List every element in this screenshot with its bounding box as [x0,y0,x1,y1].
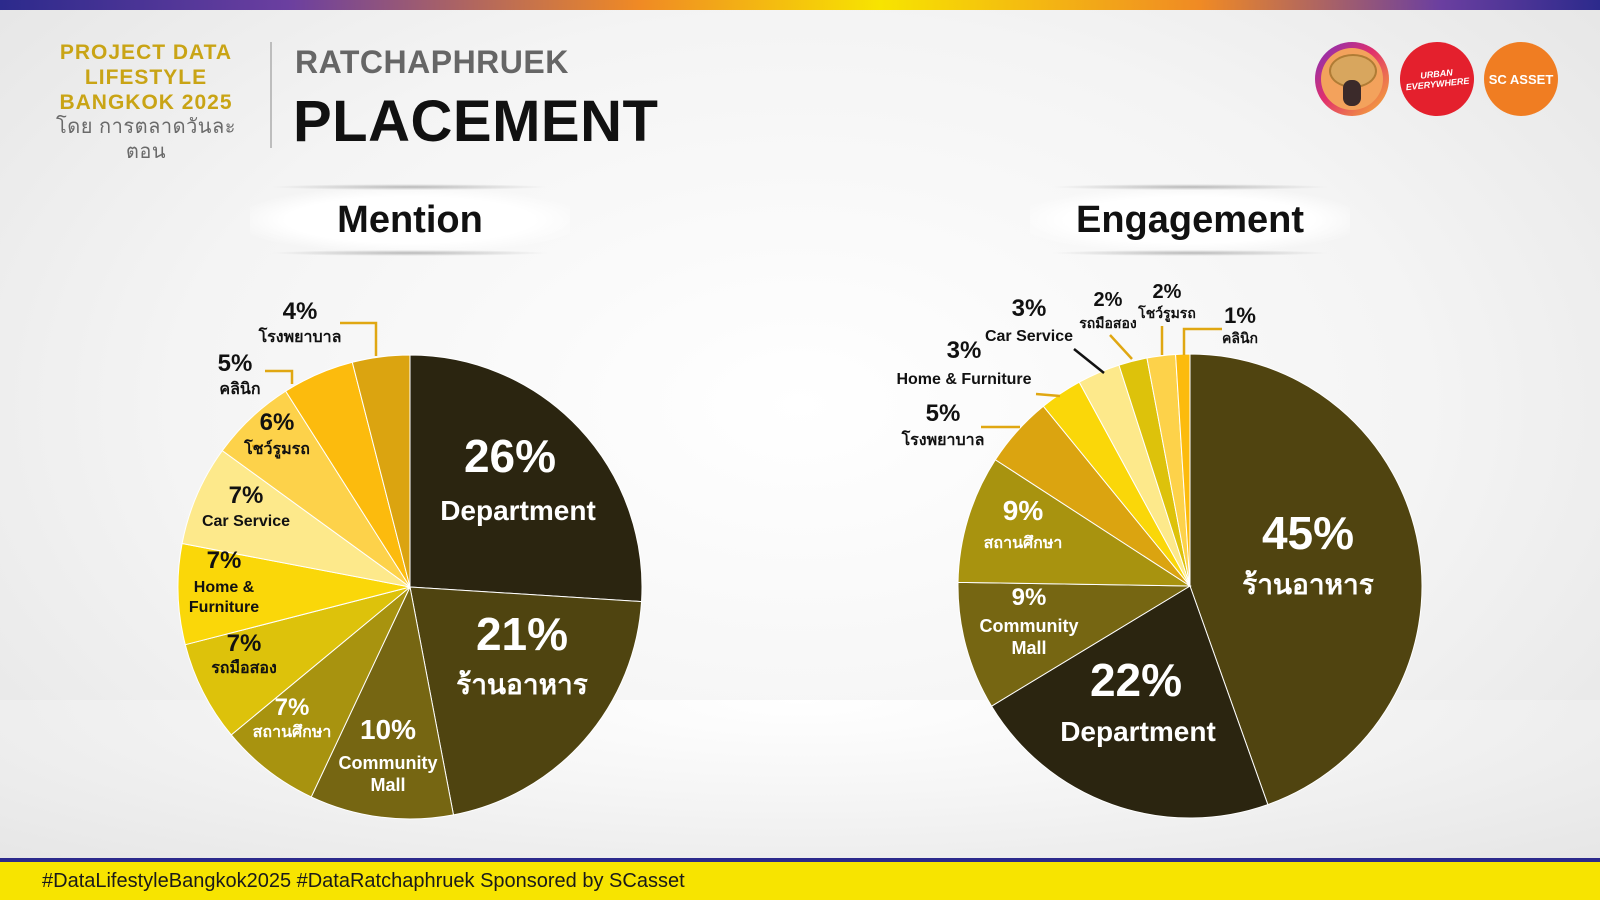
mention-category-label-slice-1: ร้านอาหาร [456,669,588,700]
mention-pct-label-home-furniture: 7% [207,547,242,574]
engagement-pct-label-slice-8: 2% [1153,281,1182,303]
engagement-pct-label-community-mall: 9% [1012,584,1047,611]
engagement-category-label-slice-0: ร้านอาหาร [1242,569,1374,600]
mention-pct-label-community-mall: 10% [360,714,416,745]
mention-leader-line-slice-9 [340,321,378,356]
engagement-category-label-car-service: Car Service [985,328,1073,345]
engagement-leader-line-car-service [1073,348,1105,374]
mention-category-label-home-furniture: Home & [194,579,255,596]
engagement-leader-line-home-furniture [1035,392,1061,398]
mention-pie-slice-slice-3 [230,586,411,798]
mention-pct-label-slice-4: 7% [227,630,262,657]
engagement-category-label-slice-3: สถานศึกษา [984,534,1063,552]
engagement-leader-line-slice-7 [1109,334,1133,360]
engagement-category-label-slice-4: โรงพยาบาล [901,429,985,449]
mention-category-label-slice-3: สถานศึกษา [253,723,332,741]
mention-category-label-slice-8: คลินิก [219,380,260,398]
engagement-category-label-slice-9: คลินิก [1222,330,1258,346]
brand-block: PROJECT DATA LIFESTYLE BANGKOK 2025 โดย … [36,40,256,165]
mention-pct-label-slice-9: 4% [283,298,318,325]
mention-pct-label-slice-1: 21% [476,608,568,660]
brand-line-1: PROJECT DATA [59,41,233,64]
header-divider [270,42,272,148]
mention-pie-slice-home-furniture [177,542,411,646]
engagement-pct-label-slice-0: 45% [1262,507,1354,559]
mention-category-label-slice-7: โชว์รูมรถ [243,438,310,460]
engagement-pct-label-department: 22% [1090,654,1182,706]
engagement-pct-label-car-service: 3% [1012,295,1047,322]
mention-leader-line-slice-8 [265,369,294,384]
page-title: PLACEMENT [293,89,659,154]
engagement-category-label-community-mall: Community [980,616,1079,636]
engagement-pct-label-slice-3: 9% [1003,495,1044,526]
influencer-avatar-logo [1315,42,1389,116]
brand-line-2: LIFESTYLE [84,66,208,89]
mention-chart-title: Mention [250,184,570,256]
engagement-pie-slice-slice-0 [1189,353,1423,806]
engagement-pie-slice-community-mall [957,581,1192,707]
mention-pie-slice-slice-9 [351,354,411,588]
mention-pct-label-department: 26% [464,430,556,482]
sc-asset-logo-text: SC ASSET [1488,71,1554,87]
engagement-leader-line-slice-9 [1182,327,1222,355]
engagement-pct-label-home-furniture: 3% [947,337,982,364]
mention-pct-label-slice-8: 5% [218,350,253,377]
mention-pie-slice-community-mall [310,585,455,820]
engagement-category-label-slice-8: โชว์รูมรถ [1137,304,1196,322]
mention-category-label-community-mall: Mall [370,775,405,795]
engagement-pct-label-slice-7: 2% [1094,289,1123,311]
brand-by: โดย การตลาดวันละตอน [56,116,236,163]
mention-category-label-slice-4: รถมือสอง [211,659,277,677]
engagement-category-label-slice-7: รถมือสอง [1079,315,1137,331]
engagement-pie-slice-department [990,585,1269,819]
mention-pct-label-slice-7: 6% [260,409,295,436]
top-color-stripe [0,0,1600,10]
engagement-category-label-community-mall: Mall [1011,638,1046,658]
mention-pie-slice-slice-1 [409,586,643,816]
place-name: RATCHAPHRUEK [295,44,569,80]
mention-pct-label-car-service: 7% [229,482,264,509]
footer-hashtags: #DataLifestyleBangkok2025 #DataRatchaphr… [42,870,685,892]
engagement-pct-label-slice-9: 1% [1224,303,1256,328]
footer-bar: #DataLifestyleBangkok2025 #DataRatchaphr… [0,858,1600,900]
mention-category-label-slice-9: โรงพยาบาล [258,326,342,346]
engagement-pie-slice-slice-3 [957,459,1192,587]
mention-category-label-department: Department [440,495,596,526]
mention-pie-slice-slice-4 [184,586,411,736]
mention-category-label-car-service: Car Service [202,513,290,530]
engagement-category-label-home-furniture: Home & Furniture [896,371,1031,388]
engagement-pct-label-slice-4: 5% [926,400,961,427]
mention-pie-slice-car-service [181,449,411,588]
hat-icon [1329,54,1377,88]
mention-pct-label-slice-3: 7% [275,694,310,721]
engagement-category-label-department: Department [1060,716,1216,747]
sc-asset-logo: SC ASSET [1484,42,1558,116]
engagement-chart-title: Engagement [1030,184,1350,256]
mention-category-label-community-mall: Community [339,753,438,773]
brand-line-3: BANGKOK 2025 [59,91,233,114]
mention-pie-slice-department [409,354,643,603]
mention-category-label-home-furniture: Furniture [189,599,259,616]
